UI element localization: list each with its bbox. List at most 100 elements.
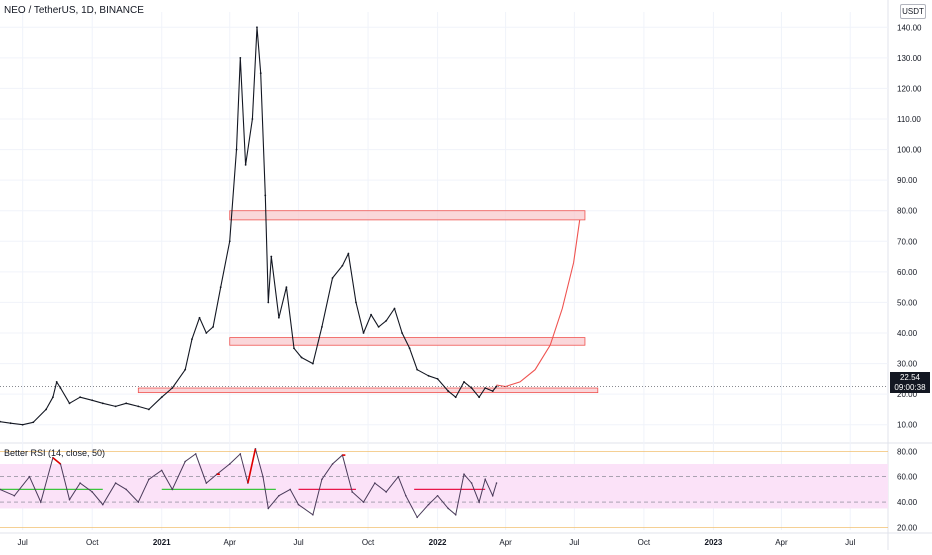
rsi-point (205, 482, 208, 484)
price-point (277, 316, 280, 319)
y-tick-label: 90.00 (897, 176, 918, 185)
rsi-point (228, 463, 231, 465)
x-tick-label: Oct (362, 538, 375, 547)
price-point (9, 422, 12, 425)
price-point (285, 286, 288, 289)
price-point (125, 402, 128, 405)
x-tick-label: Jul (293, 538, 303, 547)
rsi-point (148, 478, 150, 481)
price-point (454, 396, 457, 399)
rsi-point (79, 482, 81, 484)
rsi-point (447, 507, 449, 510)
price-point (355, 301, 357, 304)
price-point (59, 387, 62, 389)
rsi-point (262, 475, 264, 478)
rsi-point (125, 488, 128, 491)
rsi-point (114, 482, 117, 484)
price-point (191, 338, 193, 341)
price-point (311, 362, 314, 365)
y-tick-label: 110.00 (897, 115, 921, 124)
rsi-title: Better RSI (14, close, 50) (4, 448, 106, 458)
rsi-point (463, 473, 465, 475)
price-point (341, 264, 344, 267)
support-resistance-zone (229, 337, 586, 346)
rsi-point (331, 463, 334, 465)
rsi-overbought-segment (52, 457, 62, 465)
rsi-point (374, 482, 376, 484)
rsi-point (351, 491, 353, 493)
rsi-y-tick-label: 80.00 (897, 447, 918, 456)
y-tick-label: 40.00 (897, 329, 918, 338)
rsi-point (13, 494, 16, 497)
price-point (470, 387, 473, 389)
last-price-badge: 22.54 09:00:38 (890, 372, 930, 393)
rsi-point (137, 501, 140, 503)
rsi-point (0, 488, 1, 491)
x-tick-label: 2023 (705, 538, 723, 547)
y-tick-label: 50.00 (897, 298, 918, 307)
price-point (256, 26, 258, 29)
price-point (491, 390, 494, 392)
rsi-point (491, 494, 494, 497)
price-point (293, 347, 295, 350)
price-point (385, 319, 388, 322)
price-point (21, 423, 24, 426)
rsi-point (427, 503, 430, 506)
rsi-point (40, 501, 42, 503)
x-tick-label: Apr (775, 538, 788, 547)
rsi-point (160, 469, 163, 472)
x-tick-label: Jul (569, 538, 579, 547)
x-tick-label: 2022 (429, 538, 447, 547)
price-point (91, 399, 94, 402)
y-tick-label: 10.00 (897, 421, 918, 430)
chart-title: NEO / TetherUS, 1D, BINANCE (4, 5, 144, 16)
rsi-point (194, 453, 197, 455)
price-point (362, 332, 365, 334)
price-point (463, 381, 465, 383)
rsi-point (101, 503, 104, 506)
price-point (160, 396, 163, 399)
price-point (55, 381, 58, 383)
y-tick-label: 60.00 (897, 268, 918, 277)
price-point (401, 332, 403, 334)
rsi-point (312, 513, 314, 516)
rsi-point (278, 494, 280, 497)
price-point (264, 194, 267, 197)
rsi-band (0, 464, 888, 509)
y-tick-label: 80.00 (897, 207, 918, 216)
currency-button[interactable]: USDT (900, 4, 926, 19)
x-tick-label: Jul (18, 538, 28, 547)
price-point (114, 405, 117, 408)
bar-countdown: 09:00:38 (894, 383, 926, 392)
rsi-point (91, 491, 94, 493)
x-tick-label: Oct (86, 538, 99, 547)
x-tick-label: 2021 (153, 538, 171, 547)
x-tick-label: Oct (638, 538, 651, 547)
rsi-point (397, 475, 400, 478)
y-tick-label: 100.00 (897, 146, 922, 155)
price-point (235, 148, 238, 151)
rsi-point (289, 488, 292, 491)
price-point (0, 420, 1, 423)
y-tick-label: 120.00 (897, 84, 922, 93)
price-point (436, 377, 439, 380)
rsi-point (470, 482, 473, 484)
rsi-point (495, 482, 498, 484)
rsi-point (454, 513, 457, 516)
x-tick-label: Apr (499, 538, 512, 547)
price-point (239, 56, 242, 59)
rsi-point (297, 503, 300, 506)
projection-curve (496, 219, 581, 388)
price-point (251, 118, 254, 120)
rsi-line (0, 448, 497, 519)
rsi-y-tick-label: 20.00 (897, 523, 918, 532)
y-tick-label: 140.00 (897, 23, 922, 32)
rsi-point (184, 460, 186, 463)
price-point (198, 316, 201, 319)
rsi-point (436, 494, 439, 497)
price-line (0, 26, 497, 426)
price-point (427, 374, 430, 377)
rsi-point (239, 453, 242, 455)
x-tick-label: Apr (224, 538, 237, 547)
